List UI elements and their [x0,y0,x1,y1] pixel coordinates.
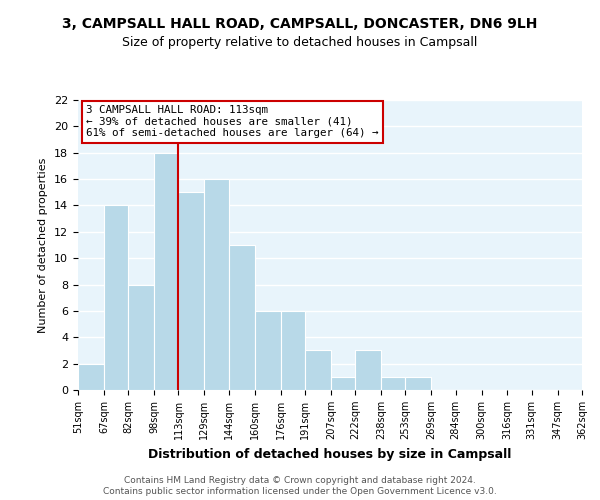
Bar [104,206,128,390]
Bar [331,377,355,390]
Bar [205,179,229,390]
Bar [281,311,305,390]
Text: Contains HM Land Registry data © Crown copyright and database right 2024.: Contains HM Land Registry data © Crown c… [124,476,476,485]
Bar [305,350,331,390]
Text: Contains public sector information licensed under the Open Government Licence v3: Contains public sector information licen… [103,488,497,496]
Bar [178,192,205,390]
Text: Size of property relative to detached houses in Campsall: Size of property relative to detached ho… [122,36,478,49]
Bar [381,377,406,390]
Bar [254,311,281,390]
Bar [78,364,104,390]
Text: 3, CAMPSALL HALL ROAD, CAMPSALL, DONCASTER, DN6 9LH: 3, CAMPSALL HALL ROAD, CAMPSALL, DONCAST… [62,18,538,32]
Bar [154,152,178,390]
Y-axis label: Number of detached properties: Number of detached properties [38,158,49,332]
Bar [128,284,154,390]
X-axis label: Distribution of detached houses by size in Campsall: Distribution of detached houses by size … [148,448,512,460]
Text: 3 CAMPSALL HALL ROAD: 113sqm
← 39% of detached houses are smaller (41)
61% of se: 3 CAMPSALL HALL ROAD: 113sqm ← 39% of de… [86,106,379,138]
Bar [229,245,254,390]
Bar [355,350,381,390]
Bar [406,377,431,390]
